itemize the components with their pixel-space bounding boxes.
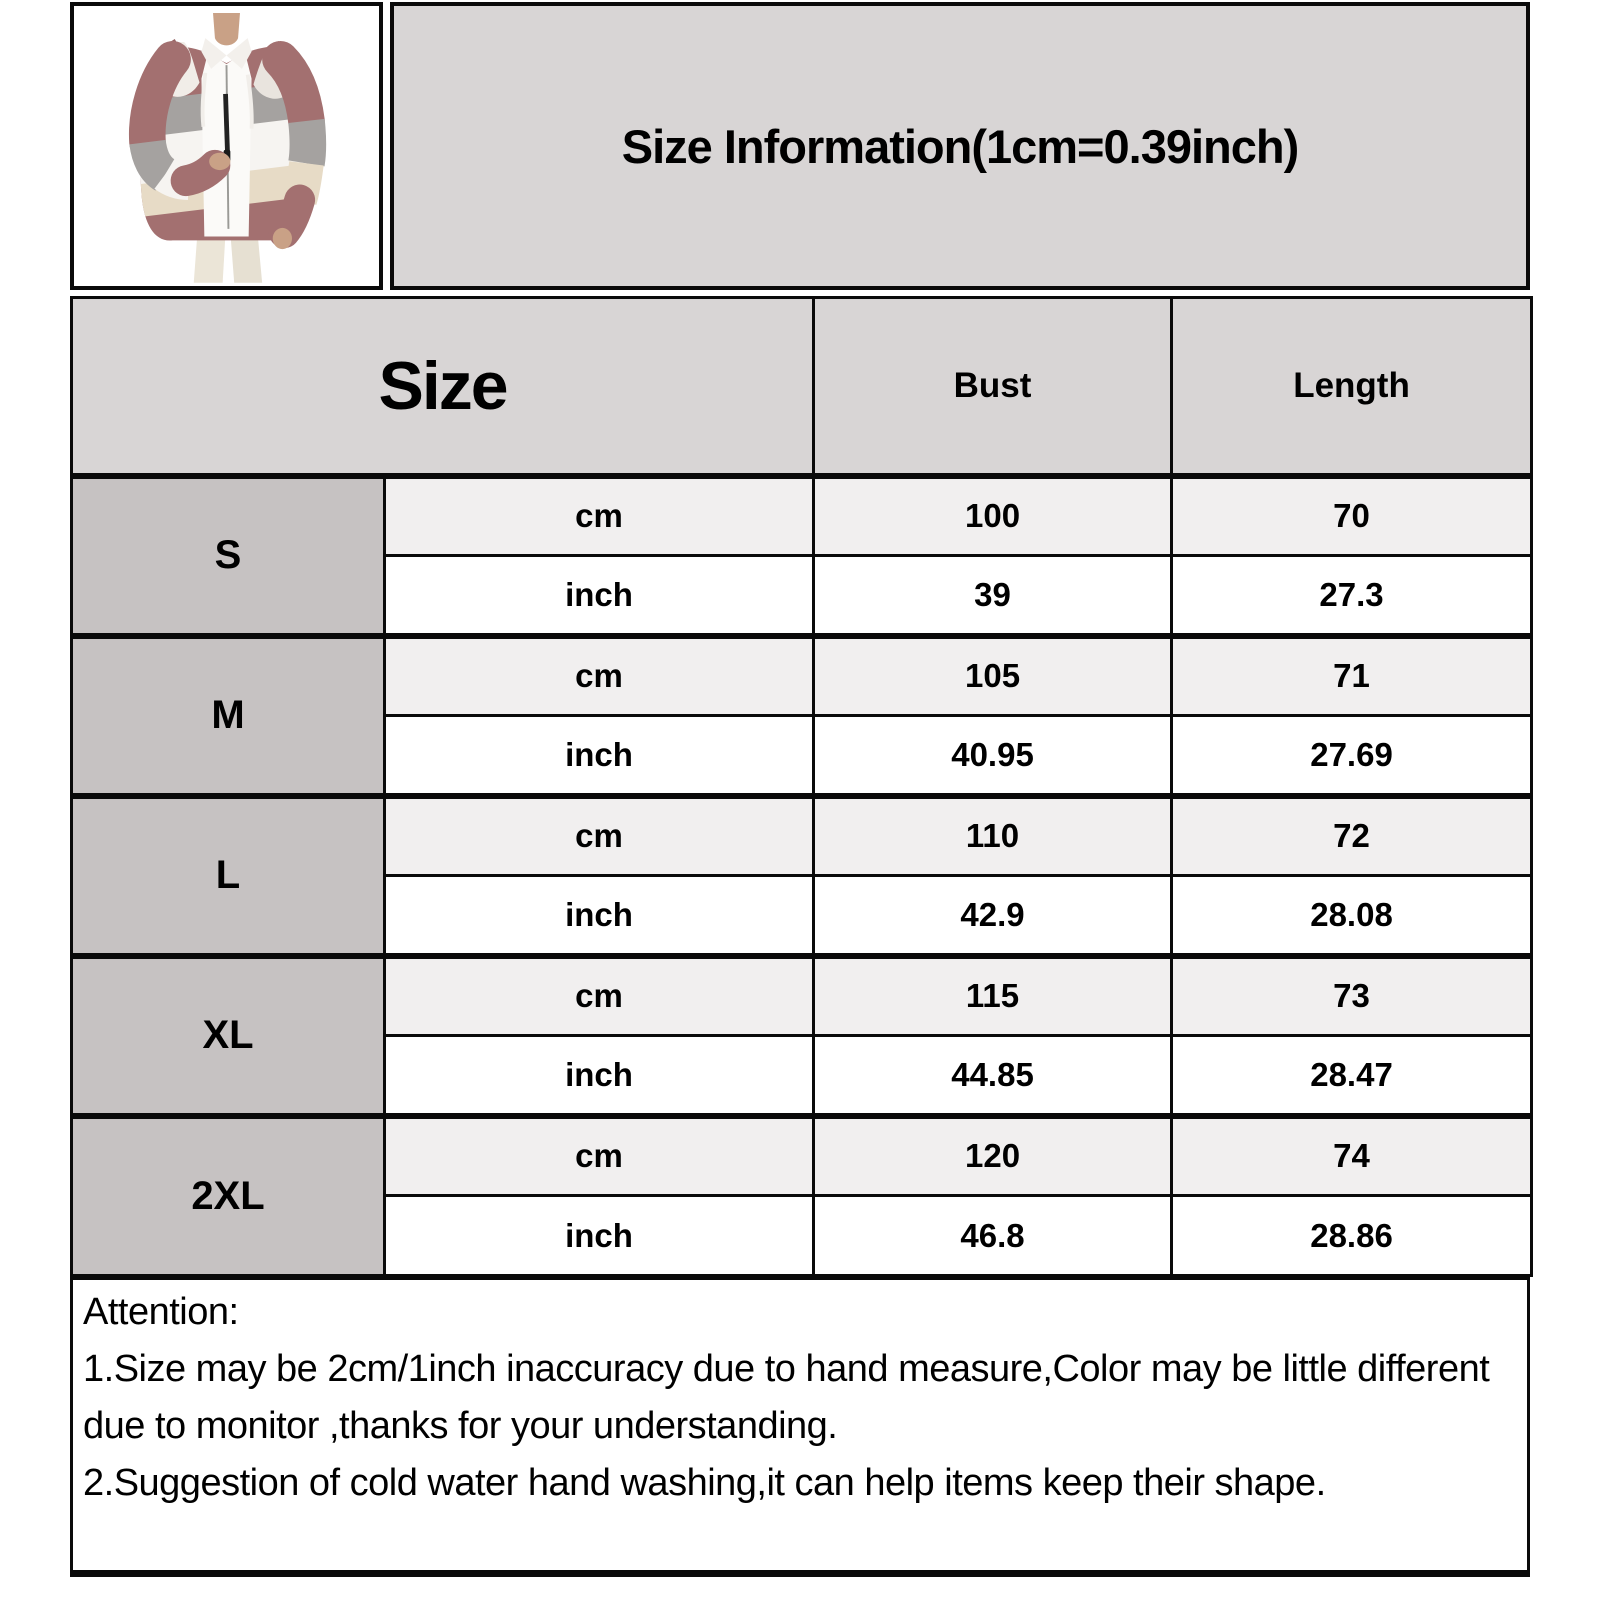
- size-table: Size Bust Length S cm 100 70 inch 39 27.…: [69, 296, 1534, 1277]
- length-inch-value: 27.3: [1170, 554, 1534, 637]
- page-title: Size Information(1cm=0.39inch): [621, 119, 1299, 173]
- unit-label-inch: inch: [382, 714, 816, 797]
- table-header-row: Size Bust Length: [69, 296, 1534, 477]
- bust-cm-value: 120: [812, 1112, 1174, 1197]
- table-row-2xl-cm: 2XL cm 120 74: [70, 1112, 1534, 1277]
- unit-label-cm: cm: [382, 472, 816, 557]
- length-inch-value: 28.86: [1170, 1194, 1534, 1277]
- table-row-xl-cm: XL cm 115 73: [70, 952, 1534, 1117]
- table-row-l-inch: inch 42.9 28.08: [72, 874, 1534, 957]
- bust-inch-value: 44.85: [812, 1034, 1174, 1117]
- length-cm-value: 71: [1170, 632, 1534, 717]
- unit-label-cm: cm: [382, 632, 816, 717]
- length-inch-value: 27.69: [1170, 714, 1534, 797]
- length-cm-value: 72: [1170, 792, 1534, 877]
- left-sleeve: [128, 40, 231, 200]
- bust-inch-value: 42.9: [812, 874, 1174, 957]
- product-photo: [70, 2, 383, 290]
- unit-label-cm: cm: [382, 952, 816, 1037]
- table-row-2xl-inch: inch 46.8 28.86: [72, 1194, 1534, 1277]
- unit-label-inch: inch: [382, 874, 816, 957]
- bust-inch-value: 39: [812, 554, 1174, 637]
- table-row-l-cm: L cm 110 72: [70, 792, 1534, 957]
- column-header-length: Length: [1170, 296, 1534, 477]
- length-inch-value: 28.08: [1170, 874, 1534, 957]
- size-label-xl: XL: [70, 952, 386, 1117]
- attention-title: Attention:: [83, 1291, 239, 1333]
- size-label-l: L: [70, 792, 386, 957]
- table-row-m-inch: inch 40.95 27.69: [72, 714, 1534, 797]
- right-sleeve: [262, 40, 327, 250]
- length-cm-value: 73: [1170, 952, 1534, 1037]
- table-row-m-cm: M cm 105 71: [70, 632, 1534, 797]
- pants: [193, 230, 263, 283]
- top-section: Size Information(1cm=0.39inch): [70, 2, 1530, 290]
- title-banner: Size Information(1cm=0.39inch): [390, 2, 1530, 290]
- size-label-2xl: 2XL: [70, 1112, 386, 1277]
- bust-inch-value: 46.8: [812, 1194, 1174, 1277]
- size-label-m: M: [70, 632, 386, 797]
- attention-note-1: 1.Size may be 2cm/1inch inaccuracy due t…: [83, 1348, 1490, 1447]
- bust-cm-value: 105: [812, 632, 1174, 717]
- column-header-bust: Bust: [812, 296, 1174, 477]
- length-cm-value: 70: [1170, 472, 1534, 557]
- unit-label-inch: inch: [382, 554, 816, 637]
- unit-label-cm: cm: [382, 792, 816, 877]
- table-row-s-inch: inch 39 27.3: [72, 554, 1534, 637]
- length-inch-value: 28.47: [1170, 1034, 1534, 1117]
- column-header-size: Size: [69, 296, 816, 477]
- bust-cm-value: 100: [812, 472, 1174, 557]
- product-photo-illustration: [128, 13, 327, 283]
- attention-box: Attention: 1.Size may be 2cm/1inch inacc…: [70, 1277, 1530, 1577]
- table-row-s-cm: S cm 100 70: [70, 472, 1534, 637]
- unit-label-cm: cm: [382, 1112, 816, 1197]
- unit-label-inch: inch: [382, 1034, 816, 1117]
- size-label-s: S: [70, 472, 386, 637]
- size-chart-sheet: Size Information(1cm=0.39inch) Size Bust…: [69, 2, 1534, 1577]
- bust-cm-value: 110: [812, 792, 1174, 877]
- inner-top: [201, 13, 252, 237]
- bust-inch-value: 40.95: [812, 714, 1174, 797]
- table-row-xl-inch: inch 44.85 28.47: [72, 1034, 1534, 1117]
- bust-cm-value: 115: [812, 952, 1174, 1037]
- length-cm-value: 74: [1170, 1112, 1534, 1197]
- attention-note-2: 2.Suggestion of cold water hand washing,…: [83, 1462, 1326, 1504]
- unit-label-inch: inch: [382, 1194, 816, 1277]
